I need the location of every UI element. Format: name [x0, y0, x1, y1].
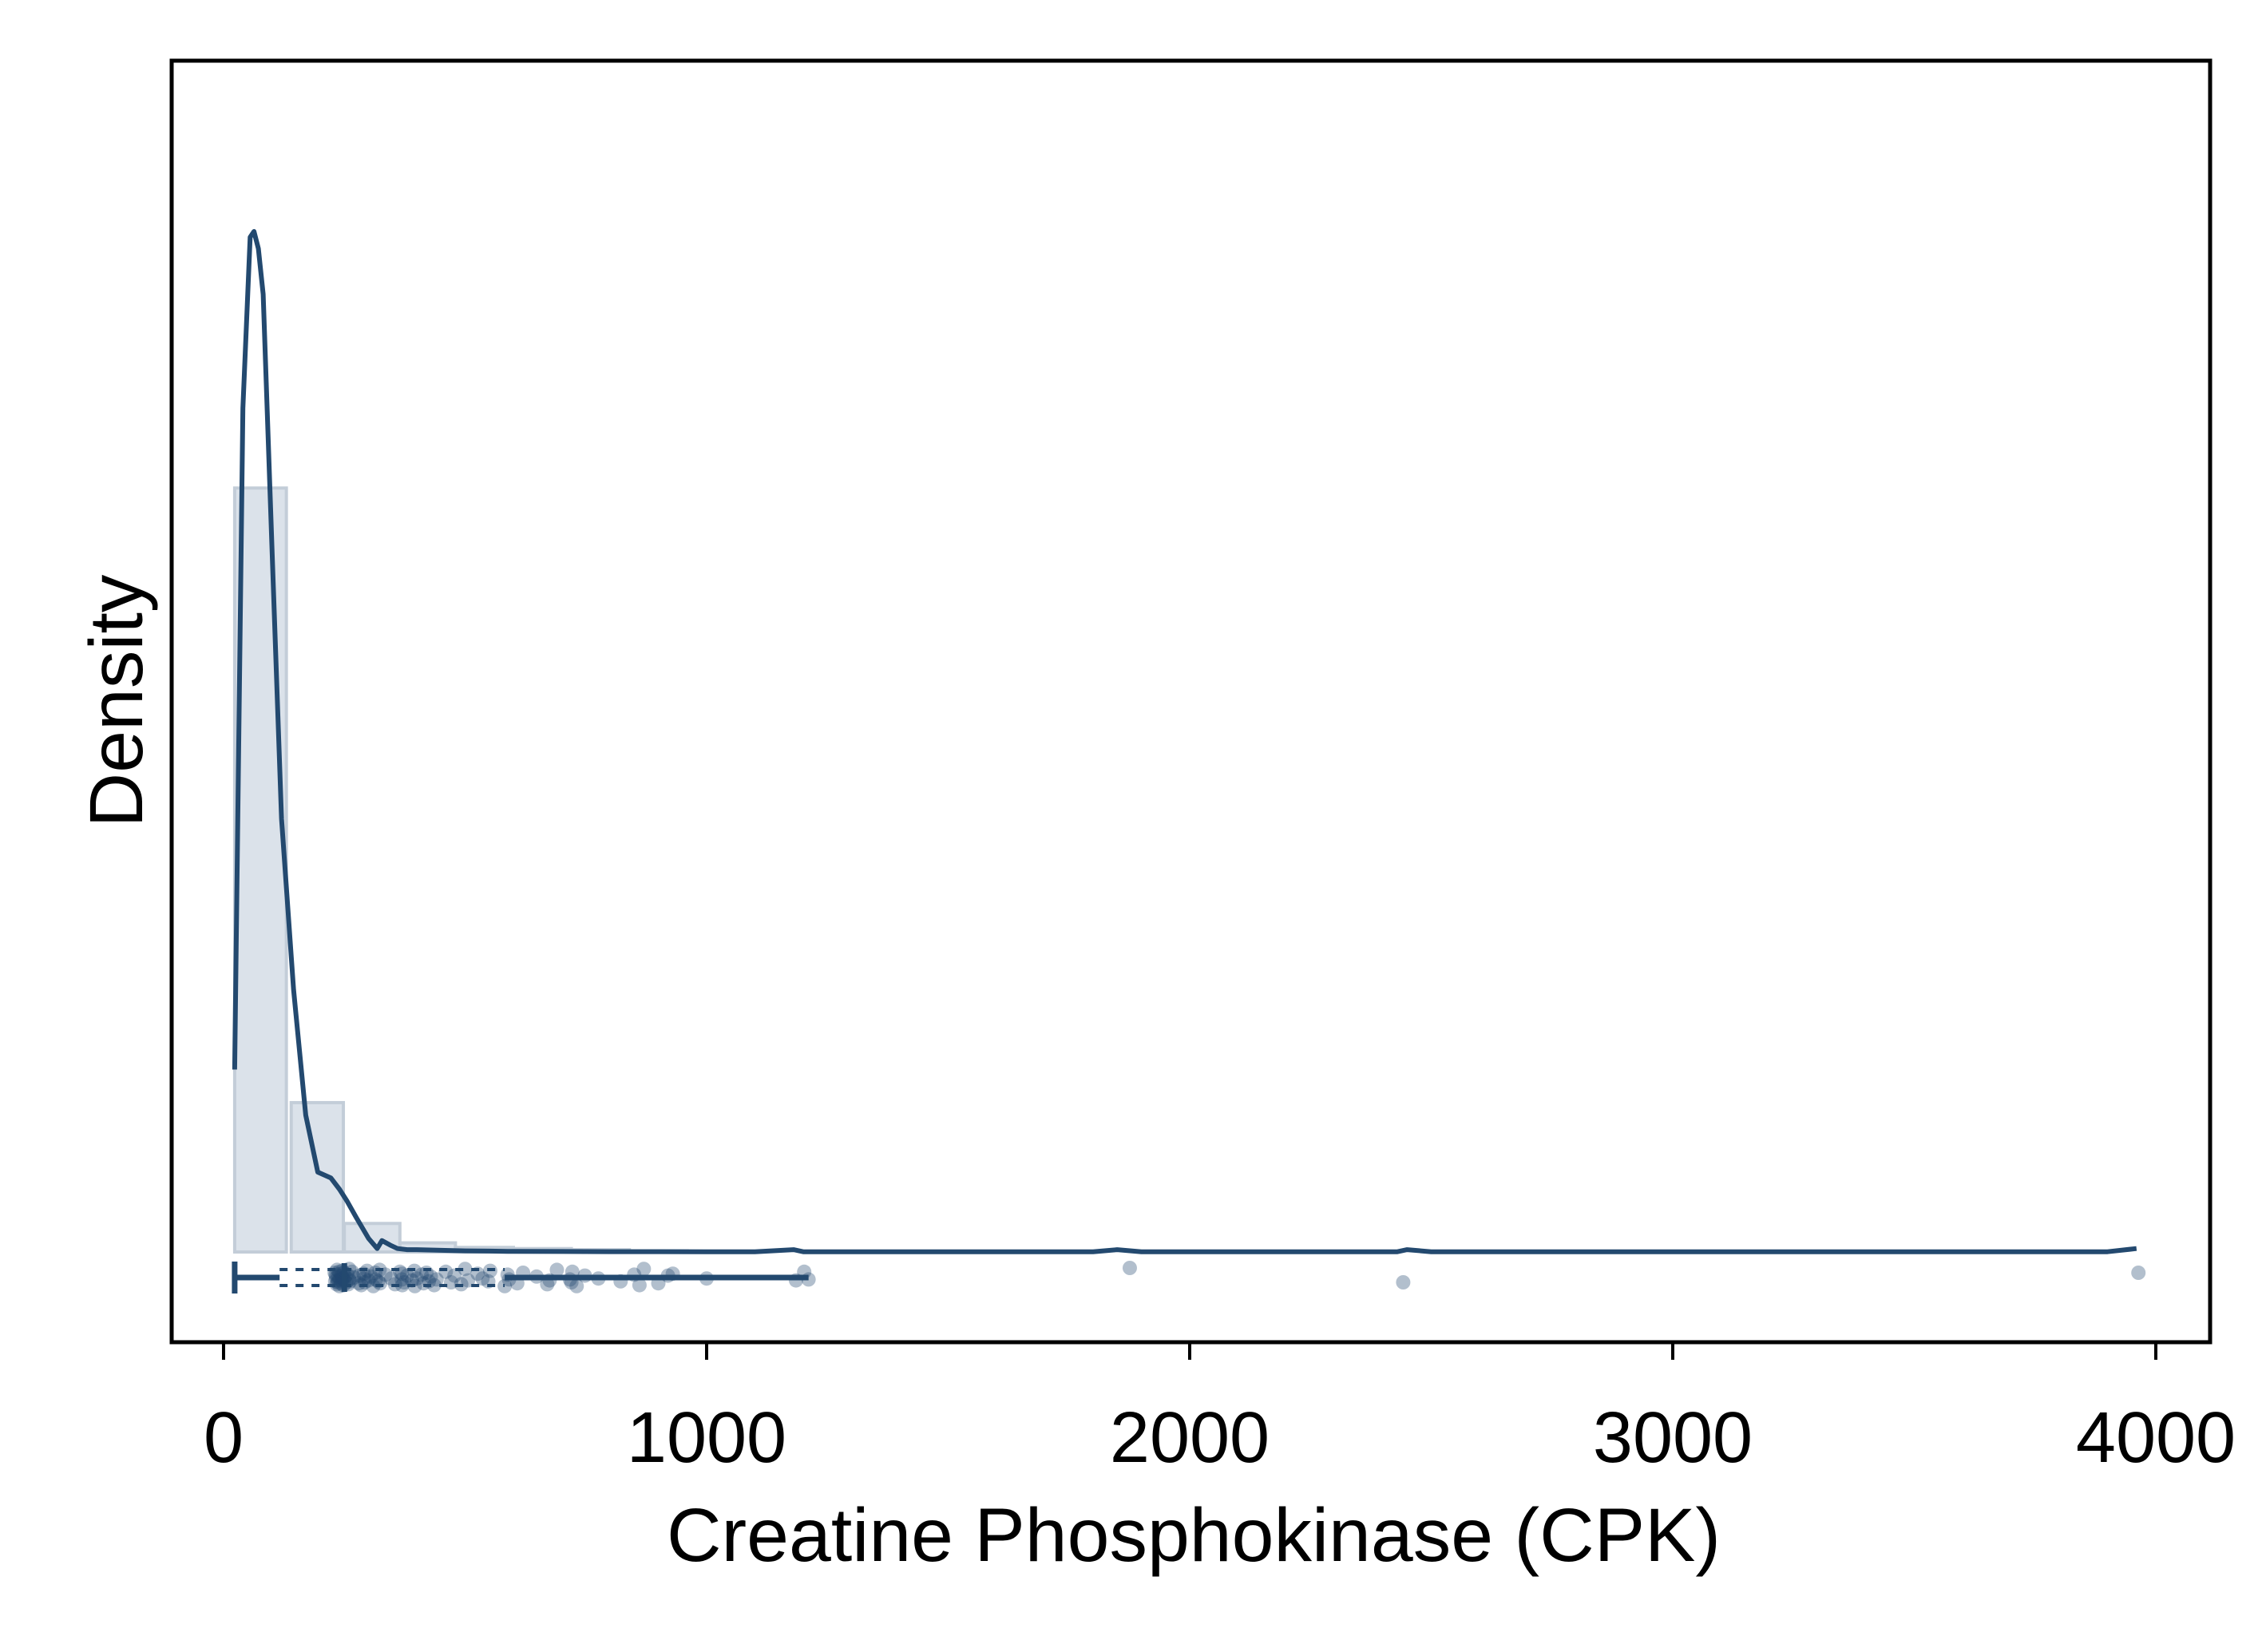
rug-point	[394, 1272, 410, 1287]
rug-point	[330, 1262, 345, 1278]
rug-point	[423, 1269, 438, 1284]
rug-point	[347, 1270, 362, 1285]
rug-point	[352, 1268, 367, 1283]
rug-point	[366, 1278, 381, 1293]
x-tick-label: 1000	[627, 1398, 786, 1478]
histogram-bar	[289, 1100, 346, 1254]
boxplot-layer	[232, 1262, 809, 1293]
rug-point	[569, 1278, 584, 1293]
rug-point	[410, 1271, 424, 1286]
rug-point	[540, 1277, 555, 1292]
rug-point	[327, 1266, 343, 1280]
rug-point	[429, 1272, 444, 1287]
rug-point	[1396, 1275, 1411, 1290]
density-curve-line	[232, 228, 2137, 1254]
rug-point	[357, 1271, 372, 1286]
x-tick-label: 0	[204, 1398, 244, 1478]
rug-point	[1122, 1261, 1137, 1275]
rug-point	[328, 1270, 343, 1285]
histogram-layer	[232, 486, 689, 1254]
rug-point	[426, 1278, 442, 1293]
y-axis-label: Density	[74, 574, 159, 827]
rug-point	[2131, 1266, 2146, 1280]
rug-point	[549, 1262, 565, 1278]
histogram-bar	[343, 1222, 402, 1254]
rug-point	[443, 1275, 458, 1290]
x-axis-label: Creatine Phosphokinase (CPK)	[667, 1493, 1721, 1578]
plot-frame	[169, 58, 2213, 1345]
rug-point	[399, 1268, 414, 1283]
x-tick-label: 3000	[1593, 1398, 1753, 1478]
histogram-bar	[232, 486, 288, 1254]
rug-point	[329, 1277, 344, 1292]
rug-point	[636, 1262, 652, 1277]
density-curve-layer	[232, 228, 2137, 1254]
x-axis-ticks: 0 1000 2000 3000 4000	[204, 1342, 2236, 1478]
x-tick-label: 4000	[2076, 1398, 2236, 1478]
rug-point	[363, 1269, 378, 1284]
x-tick-label: 2000	[1110, 1398, 1270, 1478]
rug-point	[458, 1262, 473, 1277]
rug-point	[475, 1271, 490, 1286]
rug-point	[383, 1271, 398, 1286]
rug-point	[368, 1272, 383, 1287]
rug-point	[632, 1278, 647, 1293]
rug-point	[394, 1278, 410, 1293]
rug-point	[447, 1268, 462, 1283]
